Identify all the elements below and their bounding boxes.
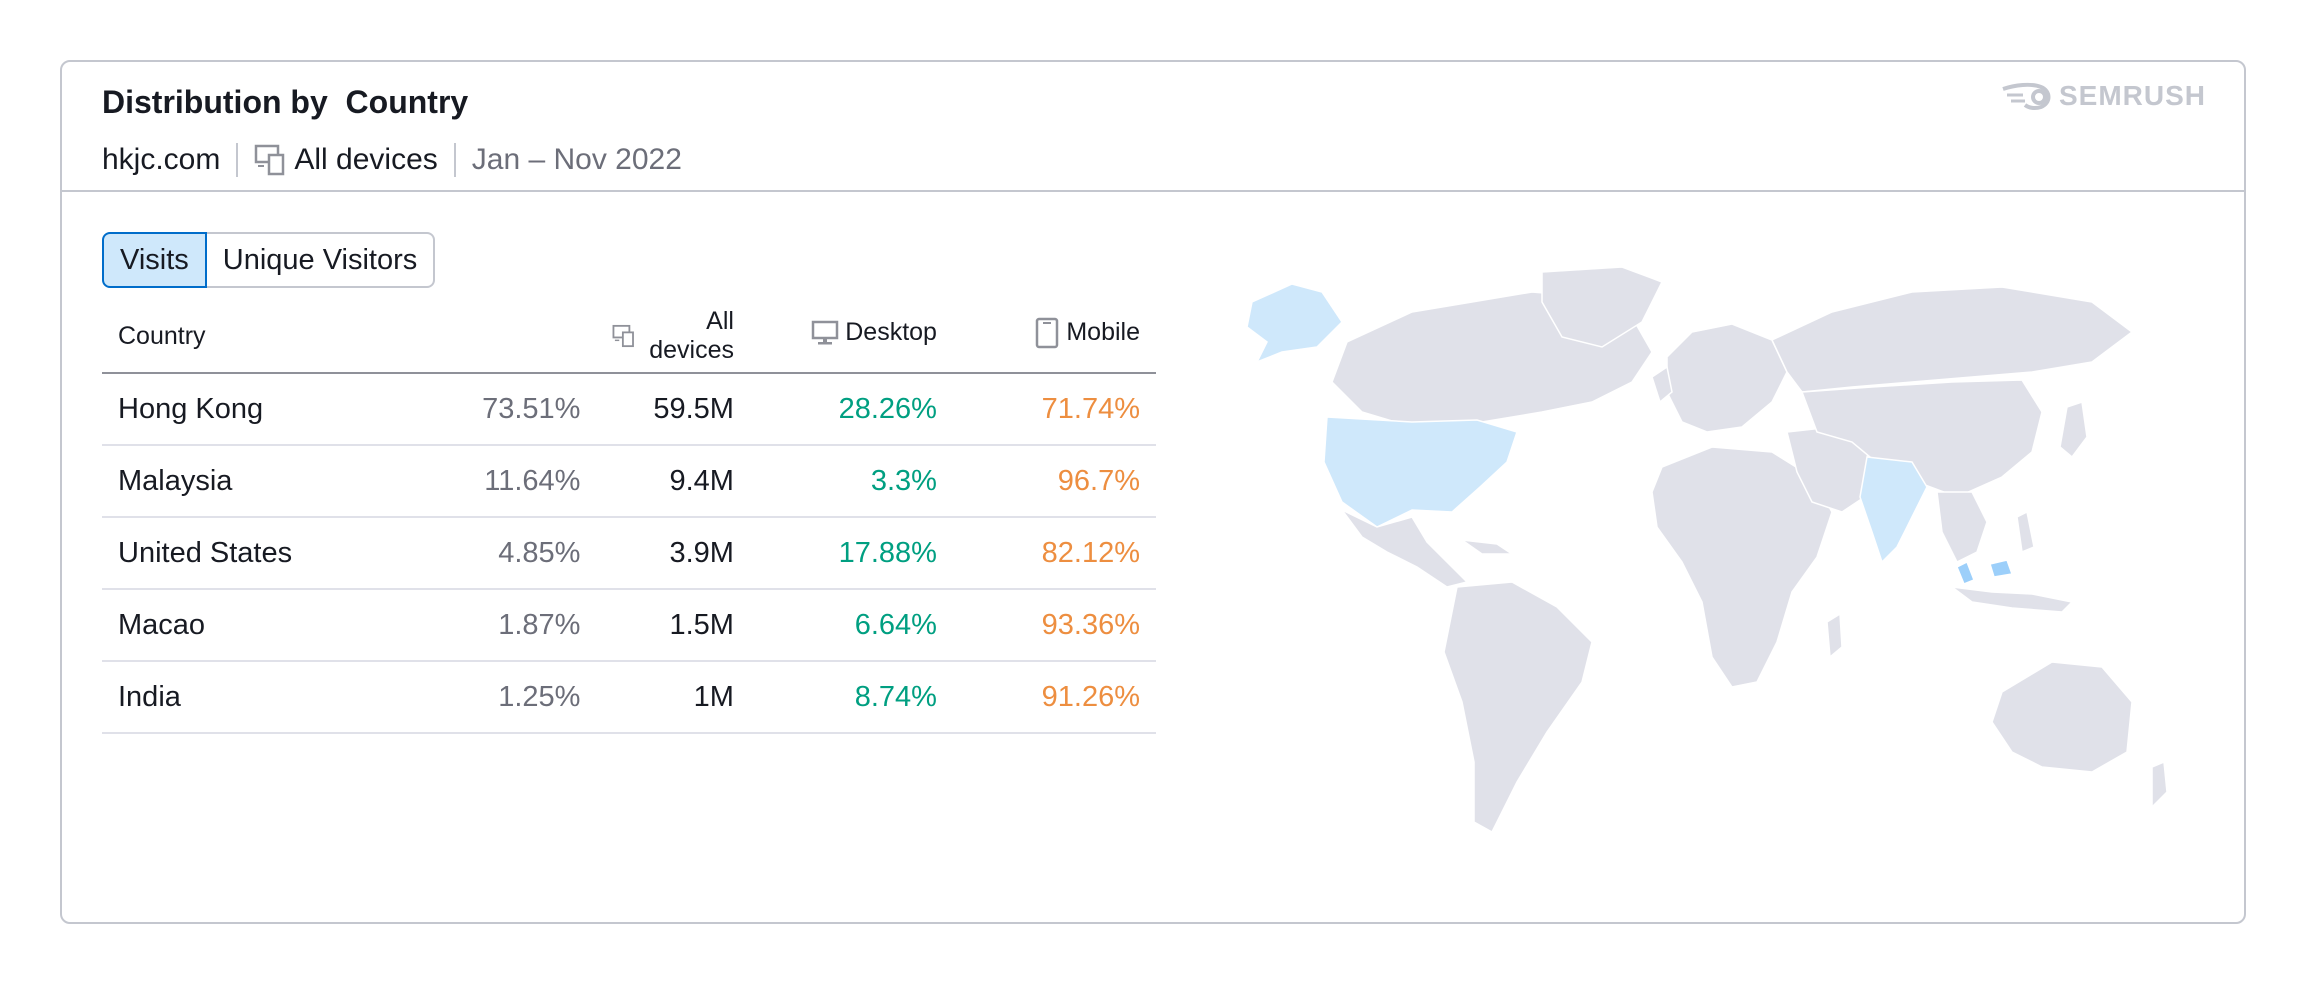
- desktop-share: 8.74%: [749, 661, 953, 734]
- semrush-logo: SEMRUSH: [2001, 80, 2206, 112]
- meta-divider: [453, 143, 456, 177]
- all-devices-icon: [612, 324, 635, 348]
- desktop-share: 28.26%: [749, 373, 953, 446]
- distribution-widget: Distribution by Country hkjc.com All dev…: [60, 60, 2246, 924]
- world-map: [1246, 266, 2168, 834]
- tab-unique-visitors[interactable]: Unique Visitors: [206, 232, 436, 288]
- map-region-southeast-asia[interactable]: [1936, 491, 1988, 564]
- meta-divider: [236, 143, 239, 177]
- traffic-share: 73.51%: [435, 373, 597, 446]
- map-region-new-zealand[interactable]: [2151, 760, 2168, 809]
- map-region-africa[interactable]: [1651, 446, 1833, 688]
- visits-value: 59.5M: [596, 373, 750, 446]
- traffic-share: 1.25%: [435, 661, 597, 734]
- header-share: [435, 300, 597, 374]
- visits-value: 1M: [596, 661, 750, 734]
- mobile-share: 96.7%: [952, 445, 1156, 518]
- map-region-japan[interactable]: [2059, 401, 2088, 459]
- country-name: Malaysia: [102, 445, 436, 518]
- header-desktop-label: Desktop: [845, 318, 937, 347]
- widget-title: Distribution by Country: [102, 84, 469, 120]
- map-region-india[interactable]: [1859, 456, 1928, 564]
- map-region-china[interactable]: [1800, 379, 2043, 498]
- header-all-devices: All devices: [596, 300, 750, 374]
- country-name: Hong Kong: [102, 373, 436, 446]
- visits-value: 3.9M: [596, 517, 750, 590]
- map-region-united-states[interactable]: [1323, 416, 1518, 528]
- traffic-share: 4.85%: [435, 517, 597, 590]
- traffic-share: 11.64%: [435, 445, 597, 518]
- desktop-share: 17.88%: [749, 517, 953, 590]
- mobile-share: 93.36%: [952, 589, 1156, 662]
- header-desktop: Desktop: [749, 300, 953, 374]
- table-header-row: Country All devices: [102, 300, 1156, 374]
- semrush-flame-icon: [2002, 82, 2051, 111]
- visits-value: 9.4M: [596, 445, 750, 518]
- mobile-share: 91.26%: [952, 661, 1156, 734]
- devices-label: All devices: [294, 143, 438, 176]
- brand-name: SEMRUSH: [2058, 80, 2206, 111]
- map-region-south-america[interactable]: [1443, 581, 1593, 834]
- desktop-icon: [812, 320, 839, 345]
- header-mobile: Mobile: [952, 300, 1156, 374]
- map-region-malaysia[interactable]: [1956, 560, 1975, 585]
- mobile-share: 82.12%: [952, 517, 1156, 590]
- map-region-australia[interactable]: [1991, 661, 2133, 773]
- country-name: United States: [102, 517, 436, 590]
- header-country: Country: [102, 300, 436, 374]
- mobile-share: 71.74%: [952, 373, 1156, 446]
- tab-visits[interactable]: Visits: [102, 232, 207, 288]
- map-region-mexico[interactable]: [1341, 509, 1469, 588]
- map-region-indonesia[interactable]: [1949, 585, 2074, 613]
- device-filter: All devices: [254, 143, 438, 177]
- header-all-devices-label: All devices: [649, 307, 734, 364]
- desktop-share: 6.64%: [749, 589, 953, 662]
- map-region-malaysia-borneo[interactable]: [1989, 559, 2014, 578]
- map-region-uk[interactable]: [1651, 365, 1673, 404]
- visits-value: 1.5M: [596, 589, 750, 662]
- country-table: Country All devices: [102, 300, 1156, 734]
- traffic-share: 1.87%: [435, 589, 597, 662]
- table-row: Macao 1.87% 1.5M 6.64% 93.36%: [102, 589, 1156, 662]
- header-mobile-label: Mobile: [1066, 318, 1140, 346]
- mobile-icon: [1036, 317, 1059, 348]
- all-devices-icon: [255, 144, 285, 176]
- map-region-europe[interactable]: [1666, 323, 1788, 433]
- map-region-caribbean[interactable]: [1461, 539, 1515, 555]
- country-name: India: [102, 661, 436, 734]
- metric-tabs: Visits Unique Visitors: [102, 232, 436, 288]
- desktop-share: 3.3%: [749, 445, 953, 518]
- map-region-madagascar[interactable]: [1826, 612, 1843, 659]
- widget-header: Distribution by Country hkjc.com All dev…: [62, 62, 2244, 192]
- date-range: Jan – Nov 2022: [471, 143, 682, 176]
- table-row: Hong Kong 73.51% 59.5M 28.26% 71.74%: [102, 373, 1156, 446]
- map-region-alaska[interactable]: [1246, 283, 1343, 364]
- table-row: Malaysia 11.64% 9.4M 3.3% 96.7%: [102, 445, 1156, 518]
- table-row: United States 4.85% 3.9M 17.88% 82.12%: [102, 517, 1156, 590]
- table-row: India 1.25% 1M 8.74% 91.26%: [102, 661, 1156, 734]
- domain-label: hkjc.com: [102, 143, 221, 176]
- map-region-philippines[interactable]: [2016, 510, 2035, 554]
- country-name: Macao: [102, 589, 436, 662]
- map-region-greenland[interactable]: [1541, 266, 1664, 348]
- map-region-russia[interactable]: [1771, 286, 2134, 393]
- widget-meta: hkjc.com All devices Jan – Nov 2022: [102, 140, 682, 180]
